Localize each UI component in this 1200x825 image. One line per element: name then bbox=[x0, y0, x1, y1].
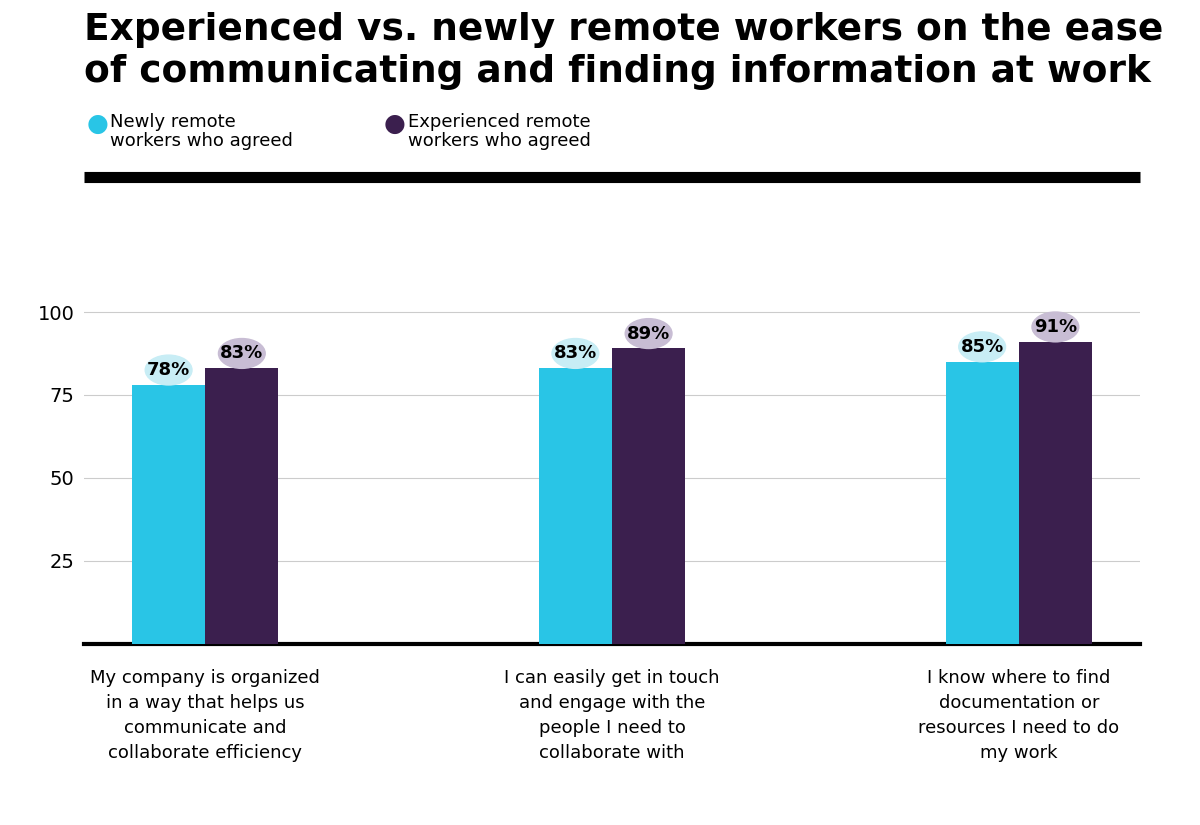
Text: 78%: 78% bbox=[146, 361, 191, 379]
Text: Experienced vs. newly remote workers on the ease: Experienced vs. newly remote workers on … bbox=[84, 12, 1163, 49]
Text: 91%: 91% bbox=[1034, 318, 1076, 336]
Text: Experienced remote: Experienced remote bbox=[408, 113, 590, 131]
Text: workers who agreed: workers who agreed bbox=[408, 132, 590, 150]
Text: workers who agreed: workers who agreed bbox=[110, 132, 293, 150]
Text: ●: ● bbox=[384, 111, 406, 136]
Text: 83%: 83% bbox=[221, 345, 264, 362]
Ellipse shape bbox=[145, 355, 192, 385]
Bar bbox=[612, 348, 685, 644]
Ellipse shape bbox=[218, 338, 265, 369]
Ellipse shape bbox=[625, 318, 672, 348]
Text: Newly remote: Newly remote bbox=[110, 113, 236, 131]
Text: ●: ● bbox=[86, 111, 108, 136]
Ellipse shape bbox=[552, 338, 599, 369]
Bar bbox=[946, 361, 1019, 644]
Ellipse shape bbox=[959, 332, 1006, 361]
Text: 89%: 89% bbox=[626, 324, 671, 342]
Text: of communicating and finding information at work: of communicating and finding information… bbox=[84, 54, 1151, 90]
Bar bbox=[1019, 342, 1092, 644]
Bar bbox=[539, 369, 612, 644]
Bar bbox=[132, 385, 205, 644]
Ellipse shape bbox=[1032, 312, 1079, 342]
Text: 85%: 85% bbox=[960, 337, 1003, 356]
Text: 83%: 83% bbox=[553, 345, 598, 362]
Bar bbox=[205, 369, 278, 644]
